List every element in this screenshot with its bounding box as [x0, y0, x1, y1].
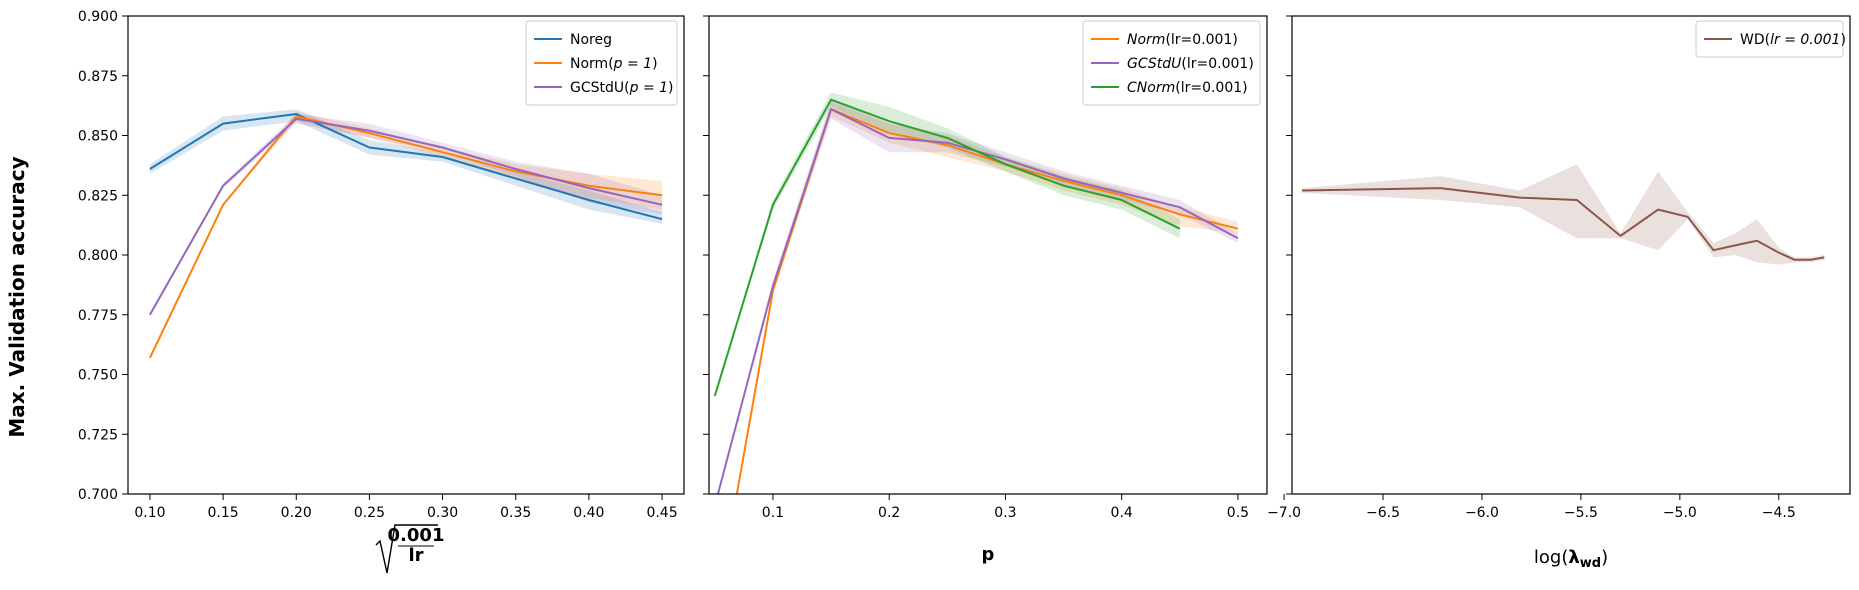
- plot-area: [148, 109, 663, 359]
- x-tick-label: 0.20: [281, 505, 312, 521]
- x-tick-label: 0.4: [1111, 505, 1133, 521]
- series-line-cnorm: [713, 98, 1181, 397]
- panel-2: 0.1 0.2 0.3 0.4 0.5 Norm(lr=0.001) GCStdU(lr=0…: [703, 15, 1268, 565]
- x-axis-label: log(λwd): [1534, 547, 1608, 571]
- x-tick-label: 0.30: [427, 505, 458, 521]
- plot-area: [1301, 164, 1825, 265]
- series-line-wd: [1301, 187, 1825, 261]
- x-tick-label: −5.5: [1564, 505, 1598, 521]
- x-tick-label: 0.45: [646, 505, 677, 521]
- series-line-noreg: [149, 113, 663, 221]
- y-tick-label: 0.700: [78, 487, 118, 503]
- x-tick-label: 0.10: [134, 505, 165, 521]
- legend: Noreg Norm(p = 1) GCStdU(p = 1): [525, 20, 678, 106]
- x-tick-label: 0.35: [500, 505, 531, 521]
- x-tick-label: −5.0: [1663, 505, 1697, 521]
- x-tick-label: 0.1: [762, 505, 784, 521]
- confidence-band-noreg: [149, 109, 663, 224]
- confidence-band-norm: [736, 102, 1238, 494]
- legend: Norm(lr=0.001) GCStdU(lr=0.001) CNorm(lr=0…: [1082, 20, 1261, 106]
- legend-box: [525, 20, 678, 106]
- series-line-norm: [735, 108, 1239, 494]
- legend-box: [1695, 20, 1844, 58]
- legend: WD(lr = 0.001): [1695, 20, 1846, 58]
- panel-1: 0.10 0.15 0.20 0.25 0.30 0.35 0.40 0.45 0.700 0.7…: [78, 9, 685, 574]
- x-tick-label: 0.3: [994, 505, 1016, 521]
- confidence-band-gcstdu: [149, 114, 663, 315]
- legend-entry-cnorm: CNorm(lr=0.001): [1127, 80, 1248, 96]
- x-tick-label: −6.5: [1366, 505, 1400, 521]
- y-tick-label: 0.775: [78, 308, 118, 324]
- sqrt-sign: [375, 524, 438, 574]
- legend-entry-noreg: Noreg: [570, 32, 612, 48]
- y-tick-label: 0.750: [78, 368, 118, 384]
- legend-entry-gcstdu: GCStdU(p = 1): [570, 80, 674, 96]
- x-tick-label: 0.2: [878, 505, 900, 521]
- x-tick-label: −7.0: [1267, 505, 1301, 521]
- legend-entry-norm: Norm(p = 1): [570, 56, 658, 72]
- legend-entry-gcstdu: GCStdU(lr=0.001): [1127, 56, 1254, 72]
- x-tick-label: 0.15: [208, 505, 239, 521]
- legend-entry-wd: WD(lr = 0.001): [1740, 32, 1846, 48]
- y-tick-label: 0.825: [78, 188, 118, 204]
- panel-3: −7.0 −6.5 −6.0 −5.5 −5.0 −4.5 WD(lr = 0.001) lo…: [1267, 15, 1851, 571]
- legend-entry-norm: Norm(lr=0.001): [1127, 32, 1238, 48]
- x-label-numerator: 0.001: [388, 525, 445, 546]
- confidence-band-wd: [1301, 164, 1825, 265]
- plot-area: [713, 92, 1239, 494]
- x-tick-label: 0.25: [354, 505, 385, 521]
- x-tick-label: −4.5: [1762, 505, 1796, 521]
- legend-box: [1082, 20, 1261, 106]
- y-tick-label: 0.800: [78, 248, 118, 264]
- y-tick-label: 0.725: [78, 427, 118, 443]
- x-label-denominator: lr: [408, 545, 423, 566]
- x-tick-label: 0.40: [573, 505, 604, 521]
- x-axis-label: p: [982, 544, 995, 565]
- y-tick-label: 0.900: [78, 9, 118, 25]
- y-tick-label: 0.850: [78, 129, 118, 145]
- x-tick-label: 0.5: [1227, 505, 1249, 521]
- series-line-norm: [148, 115, 663, 359]
- y-axis-label: Max. Validation accuracy: [5, 156, 29, 437]
- y-tick-label: 0.875: [78, 69, 118, 85]
- x-tick-label: −6.0: [1465, 505, 1499, 521]
- series-line-gcstdu: [149, 117, 663, 316]
